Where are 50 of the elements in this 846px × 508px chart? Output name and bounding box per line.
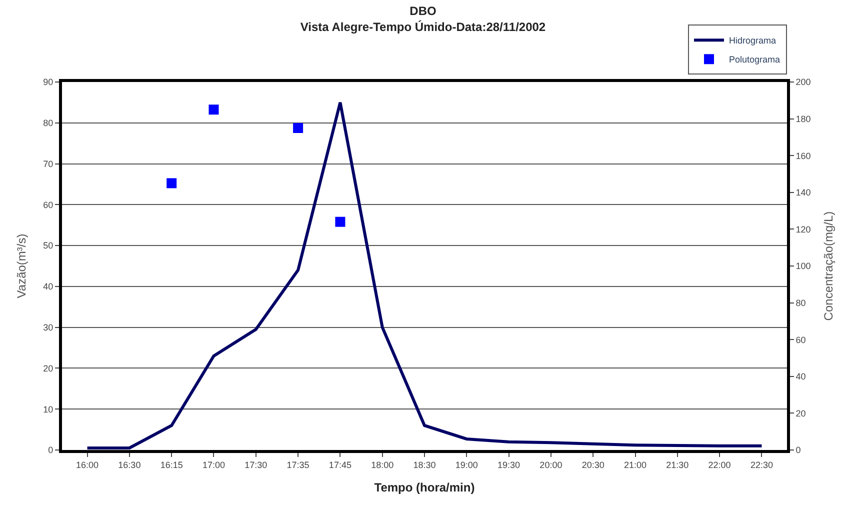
y-tick-label: 10	[43, 404, 54, 414]
y-tick-label: 40	[43, 282, 54, 292]
x-tick-label: 20:30	[582, 460, 604, 470]
chart-title: DBO	[410, 4, 436, 18]
y2-tick-label: 120	[796, 224, 811, 234]
point	[335, 216, 346, 227]
y2-tick-label: 160	[796, 150, 811, 161]
point	[166, 178, 177, 188]
x-tick-label: 18:30	[413, 460, 436, 470]
y-tick-label: 30	[43, 322, 54, 332]
y-tick-label: 90	[43, 77, 54, 88]
point	[208, 104, 219, 115]
y2-tick-label: 60	[796, 334, 806, 345]
y2-tick-label: 0	[796, 445, 801, 456]
x-axis-title: Tempo (hora/min)	[374, 480, 475, 495]
y2-tick-label: 80	[796, 298, 806, 308]
chart-subtitle: Vista Alegre-Tempo Úmido-Data:28/11/2002	[300, 20, 546, 34]
x-tick-label: 20:00	[540, 460, 562, 470]
y-axis-title: Vazão(m³/s)	[14, 234, 28, 298]
x-tick-label: 22:30	[750, 460, 773, 470]
x-tick-label: 17:45	[328, 460, 352, 470]
y-tick-label: 0	[48, 445, 54, 456]
y2-tick-label: 40	[796, 372, 806, 382]
legend-label: Polutograma	[729, 54, 780, 65]
y2-tick-label: 100	[796, 261, 811, 272]
y2-tick-label: 180	[796, 114, 811, 124]
line-series	[86, 100, 764, 450]
point	[293, 123, 304, 133]
x-tick-label: 21:30	[666, 460, 689, 470]
x-tick-label: 19:30	[498, 460, 520, 470]
x-tick-label: 16:30	[118, 460, 141, 470]
y2-tick-label: 20	[796, 408, 806, 418]
y2-tick-label: 200	[796, 77, 811, 88]
y-tick-label: 50	[43, 240, 54, 251]
x-tick-label: 16:00	[76, 460, 99, 470]
y-tick-label: 70	[43, 158, 54, 169]
y2-axis-title: Concentração(mg/L)	[822, 211, 836, 321]
x-tick-label: 18:00	[371, 460, 394, 470]
x-tick-label: 19:00	[455, 460, 478, 470]
x-tick-label: 21:00	[624, 460, 647, 470]
y2-tick-label: 140	[796, 188, 811, 198]
y-tick-label: 60	[43, 200, 54, 210]
x-tick-label: 16:15	[160, 460, 183, 470]
y-tick-label: 80	[43, 118, 54, 128]
x-tick-label: 17:30	[244, 460, 268, 470]
x-tick-label: 17:00	[202, 460, 226, 470]
y-tick-label: 20	[43, 363, 54, 374]
x-tick-label: 17:35	[286, 460, 310, 470]
x-tick-label: 22:00	[708, 460, 731, 470]
legend-label: Hidrograma	[729, 36, 776, 46]
